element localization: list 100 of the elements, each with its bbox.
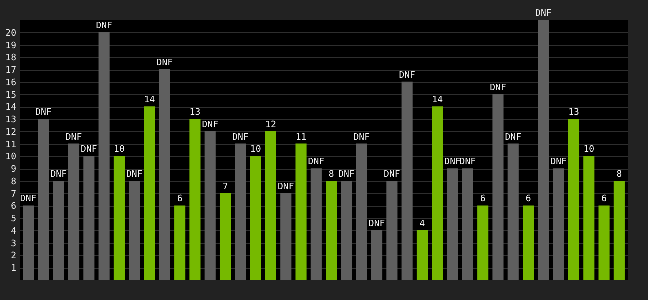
bar xyxy=(159,70,170,280)
data-label: DNF xyxy=(384,170,400,180)
bar xyxy=(523,206,534,280)
data-label: 13 xyxy=(190,108,201,118)
bar xyxy=(129,180,140,280)
data-label: DNF xyxy=(126,170,143,180)
bar xyxy=(204,131,216,280)
y-tick-label: 8 xyxy=(11,177,16,188)
bar xyxy=(265,131,276,280)
bar xyxy=(114,156,125,280)
bar xyxy=(386,180,398,280)
y-tick-label: 4 xyxy=(11,226,16,237)
bar xyxy=(174,206,186,280)
data-label: 10 xyxy=(114,145,125,156)
data-label: 7 xyxy=(222,182,228,192)
y-tick-label: 16 xyxy=(6,78,16,88)
bar xyxy=(584,156,595,280)
bar xyxy=(98,32,110,280)
bar xyxy=(84,156,95,280)
y-tick-label: 1 xyxy=(11,264,16,274)
y-tick-label: 12 xyxy=(6,128,16,138)
data-label: 14 xyxy=(144,96,156,106)
bar xyxy=(144,106,156,280)
data-label: DNF xyxy=(232,132,249,143)
bar xyxy=(538,20,550,280)
bar xyxy=(68,144,80,280)
bar xyxy=(372,230,383,280)
bar xyxy=(38,119,50,280)
y-tick-label: 17 xyxy=(6,66,16,76)
bar xyxy=(250,156,262,280)
data-label: DNF xyxy=(490,83,506,94)
bar xyxy=(416,230,428,280)
bar xyxy=(280,193,292,280)
data-label: 6 xyxy=(177,194,183,205)
data-label: 10 xyxy=(250,145,262,156)
data-label: DNF xyxy=(202,120,218,130)
data-label: 6 xyxy=(480,194,486,205)
y-tick-label: 9 xyxy=(11,165,16,176)
data-label: DNF xyxy=(460,158,476,168)
bar xyxy=(23,206,34,280)
y-tick-label: 14 xyxy=(6,103,16,114)
data-label: DNF xyxy=(505,132,522,143)
bar xyxy=(53,180,64,280)
data-label: 11 xyxy=(296,132,307,143)
bar xyxy=(341,180,352,280)
data-label: DNF xyxy=(20,194,37,205)
bar xyxy=(553,168,564,280)
data-label: DNF xyxy=(81,145,98,156)
y-tick-label: 7 xyxy=(11,190,16,200)
bar xyxy=(508,144,519,280)
data-label: 10 xyxy=(584,145,595,156)
y-tick-label: 6 xyxy=(11,202,16,212)
bar xyxy=(447,168,458,280)
bar xyxy=(432,106,444,280)
bar xyxy=(614,180,625,280)
data-label: 6 xyxy=(526,194,532,205)
data-label: 4 xyxy=(420,219,426,230)
data-label: 12 xyxy=(266,120,276,130)
data-label: DNF xyxy=(444,158,461,168)
bar xyxy=(220,193,232,280)
data-label: DNF xyxy=(156,58,174,69)
y-tick-label: 10 xyxy=(6,152,16,163)
data-label: DNF xyxy=(368,219,386,230)
bar xyxy=(568,119,580,280)
bar xyxy=(296,144,307,280)
bar xyxy=(598,206,610,280)
y-tick-label: 13 xyxy=(6,116,16,126)
data-label: DNF xyxy=(36,108,52,118)
data-label: 14 xyxy=(432,96,444,106)
data-label: DNF xyxy=(338,170,355,180)
bar xyxy=(326,180,338,280)
y-tick-label: 15 xyxy=(6,90,16,101)
y-tick-label: 19 xyxy=(6,41,16,52)
y-tick-label: 11 xyxy=(6,140,16,150)
data-label: DNF xyxy=(50,170,67,180)
data-label: 13 xyxy=(568,108,580,118)
bar xyxy=(310,168,322,280)
y-tick-label: 3 xyxy=(11,239,16,250)
bar xyxy=(478,206,489,280)
bar xyxy=(492,94,504,280)
data-label: DNF xyxy=(399,70,416,81)
data-label: DNF xyxy=(96,21,112,32)
data-label: DNF xyxy=(66,132,82,143)
y-tick-label: 5 xyxy=(11,214,16,225)
data-label: DNF xyxy=(278,182,294,192)
bar xyxy=(190,119,201,280)
data-label: 8 xyxy=(328,170,334,180)
data-label: DNF xyxy=(308,158,325,168)
y-tick-label: 18 xyxy=(6,54,16,64)
data-label: DNF xyxy=(354,132,370,143)
data-label: 8 xyxy=(616,170,622,180)
y-tick-label: 2 xyxy=(11,252,16,262)
data-label: 6 xyxy=(602,194,607,205)
y-tick-label: 20 xyxy=(6,28,16,39)
bar xyxy=(235,144,246,280)
bar xyxy=(402,82,413,280)
data-label: DNF xyxy=(536,9,552,19)
bar xyxy=(356,144,368,280)
data-label: DNF xyxy=(550,158,567,168)
bar xyxy=(462,168,474,280)
